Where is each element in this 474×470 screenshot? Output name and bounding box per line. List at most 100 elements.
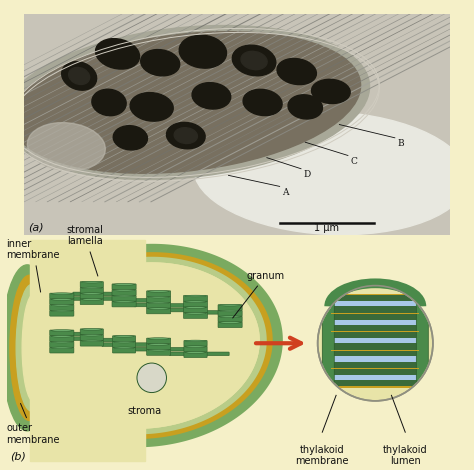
- Ellipse shape: [96, 39, 139, 69]
- Ellipse shape: [185, 313, 206, 314]
- FancyBboxPatch shape: [73, 337, 91, 340]
- FancyBboxPatch shape: [218, 322, 242, 328]
- FancyBboxPatch shape: [112, 342, 136, 347]
- Ellipse shape: [185, 346, 206, 348]
- Bar: [331, 375, 419, 380]
- Ellipse shape: [82, 329, 102, 330]
- Circle shape: [137, 363, 166, 392]
- Ellipse shape: [82, 281, 102, 283]
- Ellipse shape: [22, 294, 46, 402]
- Bar: [331, 306, 419, 313]
- Text: granum: granum: [233, 271, 284, 318]
- Bar: [331, 386, 419, 388]
- FancyBboxPatch shape: [80, 329, 103, 335]
- Text: (b): (b): [10, 452, 26, 462]
- Ellipse shape: [219, 305, 241, 306]
- Ellipse shape: [311, 79, 350, 103]
- FancyBboxPatch shape: [146, 308, 171, 314]
- Ellipse shape: [51, 347, 73, 349]
- Ellipse shape: [10, 275, 49, 421]
- Ellipse shape: [62, 62, 97, 90]
- Bar: [331, 350, 419, 351]
- Ellipse shape: [148, 296, 169, 298]
- FancyBboxPatch shape: [170, 352, 195, 356]
- FancyBboxPatch shape: [134, 303, 158, 307]
- Bar: [29, 240, 145, 461]
- Ellipse shape: [92, 89, 126, 116]
- Ellipse shape: [69, 67, 90, 85]
- Ellipse shape: [114, 341, 134, 343]
- Ellipse shape: [192, 83, 231, 109]
- FancyBboxPatch shape: [50, 342, 74, 347]
- Ellipse shape: [193, 111, 468, 235]
- Polygon shape: [25, 257, 267, 434]
- Ellipse shape: [51, 293, 73, 295]
- FancyBboxPatch shape: [112, 347, 136, 353]
- Ellipse shape: [82, 287, 102, 289]
- FancyBboxPatch shape: [183, 296, 208, 301]
- FancyBboxPatch shape: [146, 297, 171, 302]
- FancyBboxPatch shape: [50, 310, 74, 316]
- FancyBboxPatch shape: [112, 296, 136, 301]
- Ellipse shape: [114, 336, 134, 337]
- Bar: [331, 338, 419, 343]
- Polygon shape: [9, 244, 283, 447]
- Polygon shape: [19, 252, 273, 439]
- FancyBboxPatch shape: [80, 293, 103, 299]
- FancyBboxPatch shape: [80, 282, 103, 287]
- Ellipse shape: [179, 35, 227, 68]
- Bar: [331, 294, 419, 301]
- Ellipse shape: [288, 95, 322, 119]
- FancyBboxPatch shape: [184, 352, 207, 358]
- Ellipse shape: [113, 125, 147, 150]
- Ellipse shape: [130, 93, 173, 121]
- FancyBboxPatch shape: [50, 336, 74, 342]
- Text: C: C: [350, 157, 357, 165]
- Ellipse shape: [82, 340, 102, 342]
- Ellipse shape: [185, 340, 206, 342]
- FancyBboxPatch shape: [102, 292, 123, 296]
- Ellipse shape: [141, 49, 180, 76]
- Ellipse shape: [148, 338, 169, 339]
- Bar: [331, 380, 419, 387]
- Ellipse shape: [148, 290, 169, 292]
- Text: stromal
lamella: stromal lamella: [66, 225, 103, 276]
- Polygon shape: [32, 262, 260, 429]
- Ellipse shape: [51, 336, 73, 337]
- Ellipse shape: [243, 89, 282, 116]
- Ellipse shape: [219, 310, 241, 312]
- Bar: [331, 313, 419, 320]
- FancyBboxPatch shape: [183, 313, 208, 319]
- Ellipse shape: [113, 290, 135, 291]
- FancyBboxPatch shape: [207, 352, 229, 356]
- FancyBboxPatch shape: [50, 330, 74, 336]
- FancyBboxPatch shape: [112, 301, 136, 307]
- Ellipse shape: [219, 321, 241, 323]
- Polygon shape: [32, 262, 260, 429]
- Bar: [331, 294, 419, 295]
- Ellipse shape: [148, 302, 169, 304]
- FancyBboxPatch shape: [112, 290, 136, 295]
- Text: stroma: stroma: [128, 406, 162, 416]
- Ellipse shape: [185, 301, 206, 303]
- Text: 1 μm: 1 μm: [314, 223, 339, 233]
- FancyBboxPatch shape: [146, 291, 171, 297]
- Bar: [331, 361, 419, 368]
- Ellipse shape: [11, 31, 361, 173]
- Ellipse shape: [27, 123, 105, 171]
- Bar: [331, 331, 419, 332]
- FancyBboxPatch shape: [50, 293, 74, 299]
- FancyBboxPatch shape: [112, 336, 136, 342]
- Bar: [331, 331, 419, 338]
- Ellipse shape: [174, 128, 197, 143]
- FancyBboxPatch shape: [183, 301, 208, 307]
- FancyBboxPatch shape: [146, 302, 171, 308]
- Text: D: D: [303, 170, 310, 179]
- Ellipse shape: [148, 344, 169, 345]
- Bar: [331, 320, 419, 325]
- FancyBboxPatch shape: [102, 338, 123, 342]
- Text: outer
membrane: outer membrane: [7, 403, 60, 445]
- Text: thylakoid
membrane: thylakoid membrane: [295, 445, 349, 466]
- Bar: [331, 325, 419, 332]
- Ellipse shape: [113, 295, 135, 297]
